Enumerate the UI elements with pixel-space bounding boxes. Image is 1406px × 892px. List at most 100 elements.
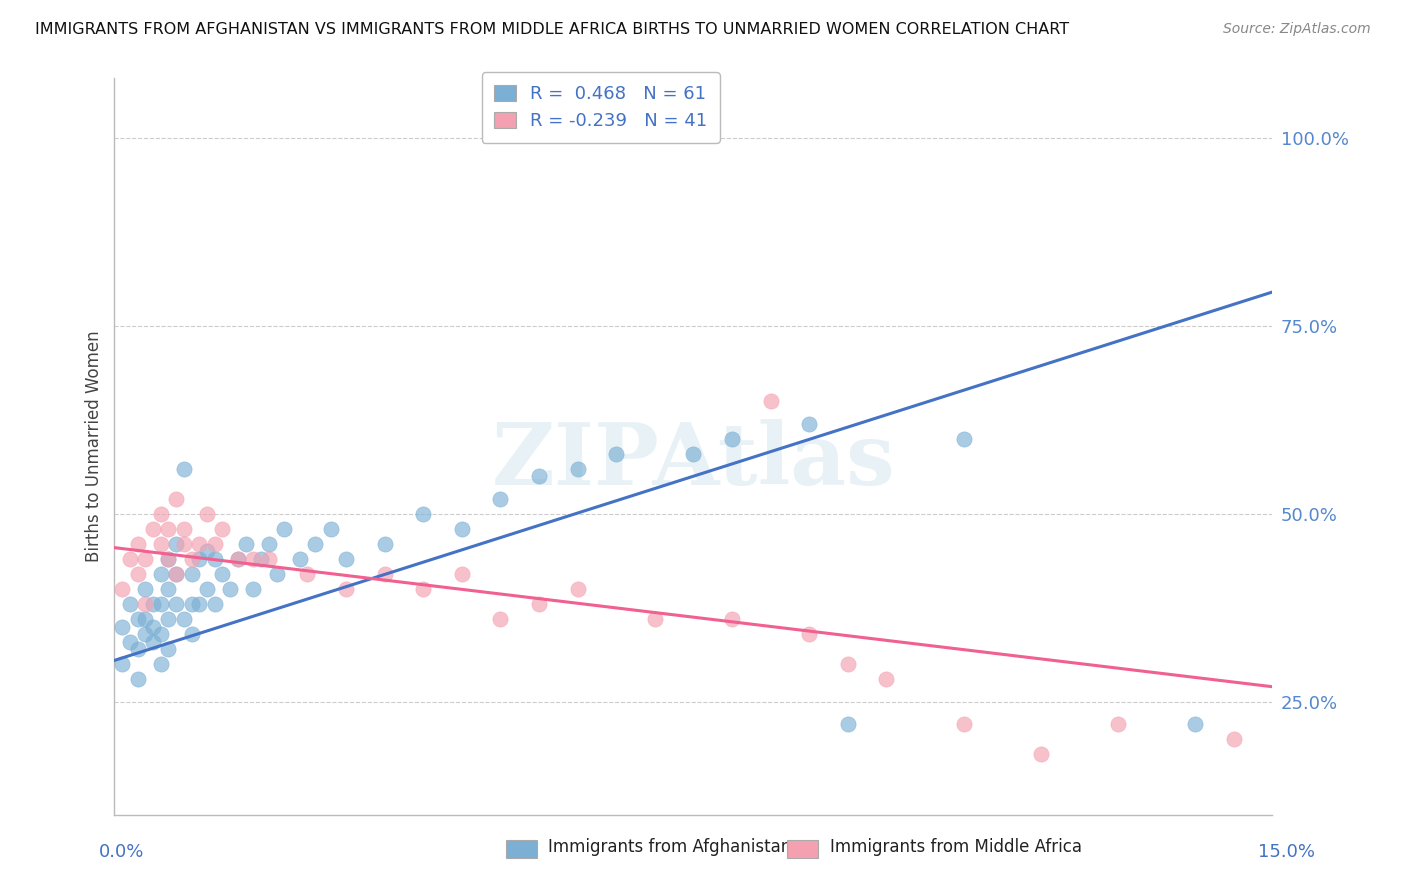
Point — [165, 566, 187, 581]
Point — [837, 657, 859, 672]
Point — [250, 552, 273, 566]
Text: 0.0%: 0.0% — [98, 843, 143, 861]
Point — [127, 672, 149, 686]
Point — [134, 582, 156, 596]
Point — [242, 552, 264, 566]
Point — [450, 566, 472, 581]
Text: Source: ZipAtlas.com: Source: ZipAtlas.com — [1223, 22, 1371, 37]
Text: ZIPAtlas: ZIPAtlas — [492, 419, 896, 503]
Point — [1029, 747, 1052, 762]
Point — [837, 717, 859, 731]
Point — [118, 552, 141, 566]
Point — [149, 537, 172, 551]
Point — [149, 507, 172, 521]
Point — [952, 717, 974, 731]
Point — [412, 507, 434, 521]
Point — [319, 522, 342, 536]
Point — [875, 672, 897, 686]
Point — [682, 116, 704, 130]
Point — [134, 627, 156, 641]
Point — [173, 461, 195, 475]
Point — [489, 612, 512, 626]
Point — [127, 612, 149, 626]
Point — [157, 552, 180, 566]
Point — [157, 642, 180, 657]
Text: IMMIGRANTS FROM AFGHANISTAN VS IMMIGRANTS FROM MIDDLE AFRICA BIRTHS TO UNMARRIED: IMMIGRANTS FROM AFGHANISTAN VS IMMIGRANT… — [35, 22, 1070, 37]
Point — [118, 597, 141, 611]
Point — [288, 552, 311, 566]
Point — [257, 552, 280, 566]
Point — [149, 627, 172, 641]
Point — [304, 537, 326, 551]
Point — [682, 447, 704, 461]
Point — [134, 612, 156, 626]
Point — [173, 522, 195, 536]
Point — [149, 597, 172, 611]
Point — [195, 544, 218, 558]
Point — [165, 537, 187, 551]
Point — [111, 619, 134, 633]
Point — [297, 566, 319, 581]
Point — [644, 612, 666, 626]
Point — [799, 417, 821, 431]
Point — [374, 537, 396, 551]
Point — [235, 537, 257, 551]
Point — [157, 612, 180, 626]
Point — [257, 537, 280, 551]
Point — [204, 552, 226, 566]
Point — [195, 582, 218, 596]
Point — [759, 394, 782, 409]
Point — [142, 634, 165, 648]
Point — [149, 566, 172, 581]
Point — [127, 642, 149, 657]
Point — [226, 552, 249, 566]
Point — [204, 537, 226, 551]
Point — [335, 582, 357, 596]
Point — [149, 657, 172, 672]
Point — [527, 469, 550, 483]
Point — [412, 582, 434, 596]
Point — [111, 657, 134, 672]
Point — [195, 507, 218, 521]
Point — [1223, 732, 1246, 747]
Point — [242, 582, 264, 596]
Point — [567, 582, 589, 596]
Point — [188, 552, 211, 566]
Point — [952, 432, 974, 446]
Text: Immigrants from Afghanistan: Immigrants from Afghanistan — [548, 838, 792, 855]
Point — [157, 552, 180, 566]
Point — [489, 491, 512, 506]
Point — [226, 552, 249, 566]
Point — [134, 552, 156, 566]
Point — [1107, 717, 1129, 731]
Point — [180, 566, 202, 581]
Point — [118, 634, 141, 648]
Point — [219, 582, 242, 596]
Point — [273, 522, 295, 536]
Point — [799, 627, 821, 641]
Point — [188, 537, 211, 551]
Legend: R =  0.468   N = 61, R = -0.239   N = 41: R = 0.468 N = 61, R = -0.239 N = 41 — [481, 72, 720, 143]
Point — [211, 522, 233, 536]
Point — [180, 552, 202, 566]
Point — [157, 582, 180, 596]
Text: Immigrants from Middle Africa: Immigrants from Middle Africa — [830, 838, 1081, 855]
Point — [450, 522, 472, 536]
Point — [188, 597, 211, 611]
Point — [180, 597, 202, 611]
Point — [335, 552, 357, 566]
Point — [142, 597, 165, 611]
Point — [165, 491, 187, 506]
Point — [211, 566, 233, 581]
Point — [165, 597, 187, 611]
Point — [157, 522, 180, 536]
Point — [605, 447, 627, 461]
Point — [721, 432, 744, 446]
Point — [173, 537, 195, 551]
Point — [374, 566, 396, 581]
Point — [127, 537, 149, 551]
Point — [127, 566, 149, 581]
Point — [180, 627, 202, 641]
Point — [567, 461, 589, 475]
Point — [111, 582, 134, 596]
